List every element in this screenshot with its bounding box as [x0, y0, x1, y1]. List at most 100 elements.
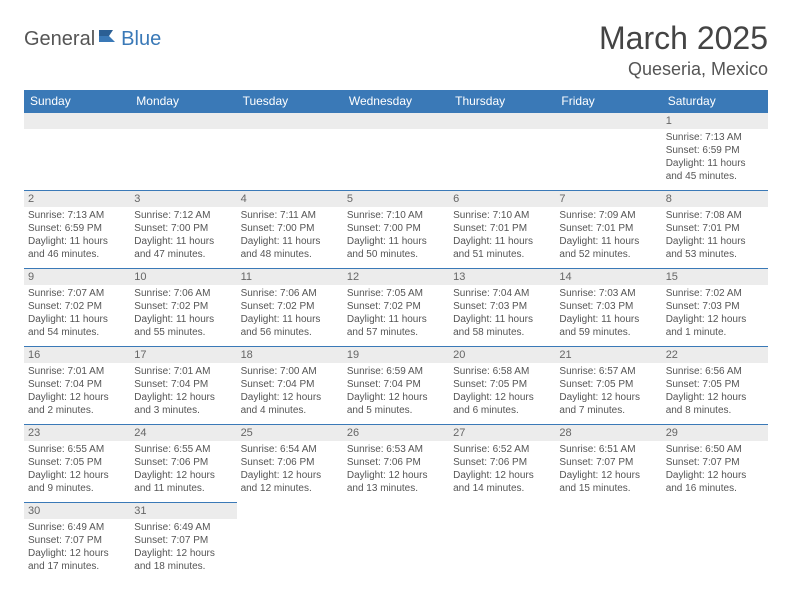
sunrise-text: Sunrise: 7:12 AM: [134, 209, 232, 222]
cell-data: Sunrise: 7:12 AMSunset: 7:00 PMDaylight:…: [130, 207, 236, 263]
cell-data: Sunrise: 6:57 AMSunset: 7:05 PMDaylight:…: [555, 363, 661, 419]
daylight-text: Daylight: 11 hours and 58 minutes.: [453, 313, 551, 339]
daylight-text: Daylight: 11 hours and 57 minutes.: [347, 313, 445, 339]
daylight-text: Daylight: 12 hours and 16 minutes.: [666, 469, 764, 495]
sunrise-text: Sunrise: 6:55 AM: [28, 443, 126, 456]
cell-data: Sunrise: 7:13 AMSunset: 6:59 PMDaylight:…: [24, 207, 130, 263]
calendar-cell: 12Sunrise: 7:05 AMSunset: 7:02 PMDayligh…: [343, 268, 449, 346]
calendar-cell: 24Sunrise: 6:55 AMSunset: 7:06 PMDayligh…: [130, 424, 236, 502]
date-number: 10: [130, 268, 236, 285]
sunrise-text: Sunrise: 7:10 AM: [347, 209, 445, 222]
sunrise-text: Sunrise: 6:49 AM: [134, 521, 232, 534]
header: General Blue March 2025 Queseria, Mexico: [24, 20, 768, 80]
calendar-cell: 20Sunrise: 6:58 AMSunset: 7:05 PMDayligh…: [449, 346, 555, 424]
daylight-text: Daylight: 12 hours and 12 minutes.: [241, 469, 339, 495]
cell-data: Sunrise: 7:13 AMSunset: 6:59 PMDaylight:…: [662, 129, 768, 185]
calendar-cell: 29Sunrise: 6:50 AMSunset: 7:07 PMDayligh…: [662, 424, 768, 502]
daylight-text: Daylight: 12 hours and 14 minutes.: [453, 469, 551, 495]
date-number: 19: [343, 346, 449, 363]
sunrise-text: Sunrise: 6:56 AM: [666, 365, 764, 378]
sunset-text: Sunset: 7:02 PM: [241, 300, 339, 313]
cell-data: Sunrise: 7:04 AMSunset: 7:03 PMDaylight:…: [449, 285, 555, 341]
date-number: 14: [555, 268, 661, 285]
daylight-text: Daylight: 12 hours and 8 minutes.: [666, 391, 764, 417]
calendar-cell: 9Sunrise: 7:07 AMSunset: 7:02 PMDaylight…: [24, 268, 130, 346]
calendar-cell: 22Sunrise: 6:56 AMSunset: 7:05 PMDayligh…: [662, 346, 768, 424]
daylight-text: Daylight: 12 hours and 9 minutes.: [28, 469, 126, 495]
calendar-cell: 23Sunrise: 6:55 AMSunset: 7:05 PMDayligh…: [24, 424, 130, 502]
sunset-text: Sunset: 7:02 PM: [134, 300, 232, 313]
sunset-text: Sunset: 7:03 PM: [666, 300, 764, 313]
calendar-cell: 10Sunrise: 7:06 AMSunset: 7:02 PMDayligh…: [130, 268, 236, 346]
sunrise-text: Sunrise: 7:03 AM: [559, 287, 657, 300]
calendar-week-row: 2Sunrise: 7:13 AMSunset: 6:59 PMDaylight…: [24, 190, 768, 268]
date-number: 30: [24, 502, 130, 519]
date-number: 8: [662, 190, 768, 207]
sunset-text: Sunset: 7:04 PM: [28, 378, 126, 391]
sunrise-text: Sunrise: 7:06 AM: [241, 287, 339, 300]
calendar-cell: 17Sunrise: 7:01 AMSunset: 7:04 PMDayligh…: [130, 346, 236, 424]
calendar-cell: 26Sunrise: 6:53 AMSunset: 7:06 PMDayligh…: [343, 424, 449, 502]
sunset-text: Sunset: 7:01 PM: [453, 222, 551, 235]
sunset-text: Sunset: 7:02 PM: [347, 300, 445, 313]
cell-data: Sunrise: 7:07 AMSunset: 7:02 PMDaylight:…: [24, 285, 130, 341]
sunrise-text: Sunrise: 7:07 AM: [28, 287, 126, 300]
sunset-text: Sunset: 7:07 PM: [559, 456, 657, 469]
calendar-cell: 14Sunrise: 7:03 AMSunset: 7:03 PMDayligh…: [555, 268, 661, 346]
date-number: 17: [130, 346, 236, 363]
cell-data: Sunrise: 6:54 AMSunset: 7:06 PMDaylight:…: [237, 441, 343, 497]
empty-date-bar: [24, 112, 130, 129]
cell-data: Sunrise: 7:01 AMSunset: 7:04 PMDaylight:…: [24, 363, 130, 419]
day-header: Wednesday: [343, 90, 449, 112]
sunrise-text: Sunrise: 7:11 AM: [241, 209, 339, 222]
calendar-cell: 5Sunrise: 7:10 AMSunset: 7:00 PMDaylight…: [343, 190, 449, 268]
cell-data: Sunrise: 6:50 AMSunset: 7:07 PMDaylight:…: [662, 441, 768, 497]
empty-date-bar: [449, 112, 555, 129]
daylight-text: Daylight: 11 hours and 48 minutes.: [241, 235, 339, 261]
cell-data: Sunrise: 6:52 AMSunset: 7:06 PMDaylight:…: [449, 441, 555, 497]
sunrise-text: Sunrise: 7:01 AM: [134, 365, 232, 378]
calendar-cell: 13Sunrise: 7:04 AMSunset: 7:03 PMDayligh…: [449, 268, 555, 346]
daylight-text: Daylight: 11 hours and 59 minutes.: [559, 313, 657, 339]
date-number: 29: [662, 424, 768, 441]
daylight-text: Daylight: 12 hours and 6 minutes.: [453, 391, 551, 417]
date-number: 23: [24, 424, 130, 441]
cell-data: Sunrise: 7:00 AMSunset: 7:04 PMDaylight:…: [237, 363, 343, 419]
sunset-text: Sunset: 7:06 PM: [134, 456, 232, 469]
date-number: 26: [343, 424, 449, 441]
sunset-text: Sunset: 7:05 PM: [559, 378, 657, 391]
cell-data: Sunrise: 7:06 AMSunset: 7:02 PMDaylight:…: [130, 285, 236, 341]
sunset-text: Sunset: 7:06 PM: [241, 456, 339, 469]
sunset-text: Sunset: 7:00 PM: [347, 222, 445, 235]
date-number: 12: [343, 268, 449, 285]
sunrise-text: Sunrise: 7:02 AM: [666, 287, 764, 300]
daylight-text: Daylight: 12 hours and 1 minute.: [666, 313, 764, 339]
location: Queseria, Mexico: [599, 59, 768, 80]
calendar-week-row: 23Sunrise: 6:55 AMSunset: 7:05 PMDayligh…: [24, 424, 768, 502]
date-number: 9: [24, 268, 130, 285]
date-number: 3: [130, 190, 236, 207]
calendar-cell: 4Sunrise: 7:11 AMSunset: 7:00 PMDaylight…: [237, 190, 343, 268]
date-number: 20: [449, 346, 555, 363]
day-header: Monday: [130, 90, 236, 112]
calendar-cell: 15Sunrise: 7:02 AMSunset: 7:03 PMDayligh…: [662, 268, 768, 346]
cell-data: Sunrise: 7:05 AMSunset: 7:02 PMDaylight:…: [343, 285, 449, 341]
sunrise-text: Sunrise: 7:08 AM: [666, 209, 764, 222]
daylight-text: Daylight: 11 hours and 56 minutes.: [241, 313, 339, 339]
sunrise-text: Sunrise: 6:50 AM: [666, 443, 764, 456]
calendar-cell: [237, 502, 343, 580]
sunrise-text: Sunrise: 7:10 AM: [453, 209, 551, 222]
calendar-cell: [130, 112, 236, 190]
calendar-cell: 21Sunrise: 6:57 AMSunset: 7:05 PMDayligh…: [555, 346, 661, 424]
empty-date-bar: [130, 112, 236, 129]
calendar-cell: 11Sunrise: 7:06 AMSunset: 7:02 PMDayligh…: [237, 268, 343, 346]
daylight-text: Daylight: 12 hours and 13 minutes.: [347, 469, 445, 495]
daylight-text: Daylight: 12 hours and 18 minutes.: [134, 547, 232, 573]
sunset-text: Sunset: 7:05 PM: [453, 378, 551, 391]
calendar-cell: 28Sunrise: 6:51 AMSunset: 7:07 PMDayligh…: [555, 424, 661, 502]
calendar-table: SundayMondayTuesdayWednesdayThursdayFrid…: [24, 90, 768, 580]
cell-data: Sunrise: 7:06 AMSunset: 7:02 PMDaylight:…: [237, 285, 343, 341]
sunrise-text: Sunrise: 6:49 AM: [28, 521, 126, 534]
date-number: 13: [449, 268, 555, 285]
calendar-cell: [555, 112, 661, 190]
